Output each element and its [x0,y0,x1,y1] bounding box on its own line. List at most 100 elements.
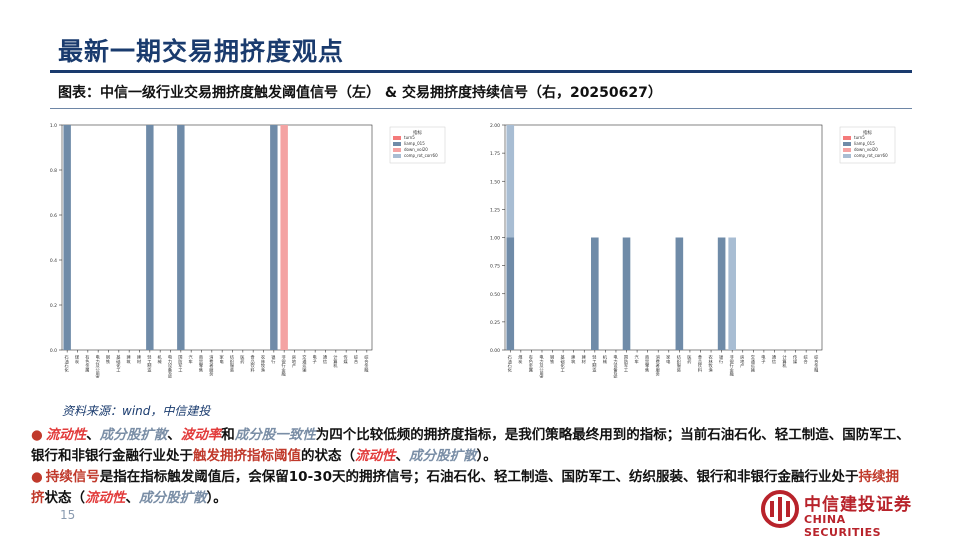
x-tick-label: 家电 [219,354,225,364]
x-tick-label: 石油石化 [507,355,513,374]
logo-text-cn: 中信建投证券 [804,495,912,515]
x-tick-label: 纺织服装 [229,354,235,374]
source-note: 资料来源：wind，中信建投 [62,404,211,418]
legend-entry: down_vol20 [404,147,428,152]
x-tick-label: 轻工制造 [146,354,152,374]
bullet-dot: ● [31,469,43,485]
bar-comp_rot_corr60 [728,237,736,350]
legend-entry: turn5 [854,135,865,140]
y-tick-label: 0.50 [490,292,500,298]
x-tick-label: 综合 [803,354,809,365]
y-tick-label: 1.00 [490,236,500,242]
x-tick-label: 食品饮料 [250,354,256,374]
legend-entry: comp_rot_corr60 [854,153,888,158]
x-tick-label: 钢铁 [549,354,555,365]
x-tick-label: 基础化工 [115,354,121,373]
x-tick-label: 电力及公用事业 [95,354,101,378]
x-tick-label: 交通运输 [301,354,307,374]
legend-title: 指标 [413,129,422,136]
legend-swatch [393,136,401,140]
term-persistent-crowding: 持续拥挤 [31,469,899,506]
y-tick-label: 0.4 [50,258,57,264]
bar-liamp_015 [622,237,631,350]
y-tick-label: 0.0 [50,348,57,354]
bar-comp_rot_corr60 [506,125,515,238]
x-tick-label: 食品饮料 [697,354,703,374]
legend-swatch [843,142,851,146]
x-tick-label: 汽车 [188,354,194,365]
x-tick-label: 石油石化 [64,355,70,374]
bar-liamp_015 [591,237,599,350]
bar-liamp_015 [675,237,684,350]
x-tick-label: 轻工制造 [591,354,597,374]
figure-caption: 图表：中信一级行业交易拥挤度触发阈值信号（左） & 交易拥挤度持续信号（右，20… [58,85,662,101]
y-tick-label: 0.00 [490,348,500,354]
x-tick-label: 农林牧渔 [260,354,266,374]
x-tick-label: 综合 [353,354,359,365]
x-tick-label: 家电 [665,354,671,364]
y-tick-label: 1.50 [490,179,500,185]
x-tick-label: 交通运输 [750,354,756,374]
x-tick-label: 建材 [581,354,587,364]
term-volatility: 波动率 [180,427,222,443]
x-tick-label: 电力设备及新能源 [613,354,619,378]
x-tick-label: 电力及公用事业 [539,354,545,378]
legend-swatch [393,154,401,158]
x-tick-label: 医药 [687,355,692,365]
y-tick-label: 1.25 [490,207,500,213]
legend-swatch [843,154,851,158]
x-tick-label: 机械 [157,354,163,365]
legend-swatch [843,148,851,152]
plot-area [504,124,823,351]
persistence-signal-chart: 0.00 0.25 0.50 0.75 1.00 1.25 1.50 1.75 2.00 石油石化… [490,123,896,378]
x-tick-label: 通信 [322,354,328,365]
legend-title: 指标 [863,129,872,136]
term-liquidity: 流动性 [45,427,87,443]
x-tick-label: 机械 [602,354,608,365]
page-number: 15 [60,508,76,522]
term-persistent-signal: 持续信号 [45,469,100,485]
x-tick-label: 煤炭 [74,354,80,365]
x-tick-label: 综合金融 [363,354,369,374]
bar-down_vol20 [280,125,288,350]
x-tick-label: 电力设备及新能源 [167,354,173,378]
title-underline [50,70,912,73]
x-tick-label: 银行 [270,354,276,365]
y-tick-label: 2.00 [490,123,500,129]
company-logo: 中信建投证券 CHINA SECURITIES [760,486,920,539]
x-tick-label: 计算机 [782,354,788,369]
x-tick-label: 钢铁 [105,354,111,365]
x-tick-label: 汽车 [634,354,640,365]
y-tick-label: 0.6 [50,213,57,219]
legend-swatch [393,148,401,152]
bar-liamp_015 [177,125,185,350]
x-tick-label: 建筑 [126,354,132,365]
y-tick-label: 0.25 [490,320,500,326]
y-tick-label: 1.0 [50,123,57,129]
plot-area [61,124,373,351]
caption-underline [50,108,912,109]
x-tick-label: 电子 [312,354,318,364]
y-tick-label: 1.75 [490,151,500,157]
x-tick-label: 国防军工 [624,355,629,373]
y-tick-label: 0.75 [490,264,500,270]
x-tick-label: 非银行金融 [729,354,735,378]
x-tick-label: 房地产 [291,354,297,369]
x-tick-label: 综合金融 [813,354,819,374]
x-tick-label: 计算机 [332,354,338,369]
x-tick-label: 有色金属 [528,354,534,374]
x-tick-label: 国防军工 [178,355,183,373]
x-tick-label: 有色金属 [84,354,90,374]
x-tick-label: 消费者服务 [655,354,661,378]
y-tick-label: 0.2 [50,303,57,309]
term-consistency: 成分股一致性 [234,427,316,443]
x-tick-label: 传媒 [792,354,798,365]
legend-swatch [393,142,401,146]
x-tick-label: 非银行金融 [281,354,287,378]
logo-text-en: CHINA SECURITIES [804,513,882,539]
x-tick-label: 房地产 [739,354,745,369]
x-tick-label: 消费者服务 [208,354,214,378]
x-tick-label: 银行 [718,354,724,365]
logo-mark-icon [761,490,799,528]
x-tick-label: 通信 [771,354,777,365]
